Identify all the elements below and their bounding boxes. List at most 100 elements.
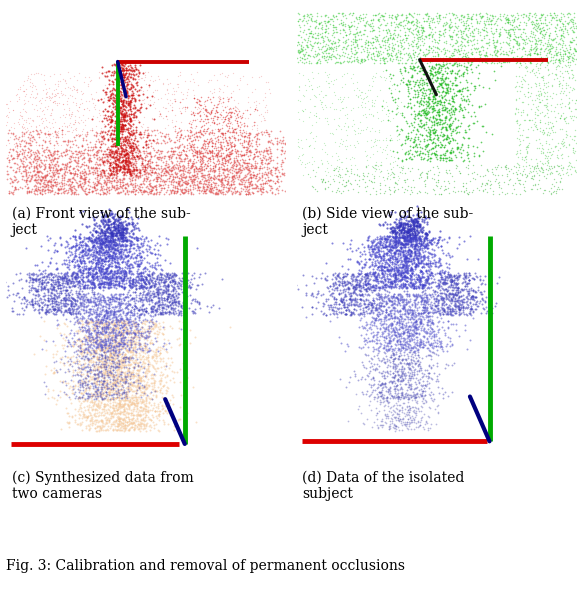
Point: [433, 291, 442, 300]
Point: [169, 292, 178, 301]
Point: [512, 104, 521, 114]
Point: [161, 268, 170, 278]
Point: [125, 363, 134, 372]
Point: [474, 151, 484, 160]
Point: [149, 289, 158, 298]
Point: [79, 175, 88, 184]
Point: [68, 388, 77, 397]
Point: [372, 255, 382, 265]
Point: [109, 354, 119, 363]
Point: [555, 170, 564, 180]
Point: [69, 305, 78, 315]
Point: [544, 49, 553, 58]
Point: [191, 184, 200, 193]
Point: [189, 170, 198, 180]
Point: [258, 160, 267, 169]
Point: [450, 68, 460, 78]
Point: [423, 152, 432, 161]
Point: [184, 118, 193, 128]
Point: [118, 335, 127, 345]
Point: [3, 117, 12, 127]
Point: [339, 299, 349, 308]
Point: [385, 242, 395, 252]
Point: [496, 14, 505, 24]
Point: [265, 175, 275, 185]
Point: [125, 268, 134, 277]
Point: [42, 170, 51, 180]
Point: [106, 236, 115, 245]
Point: [359, 170, 368, 180]
Point: [122, 407, 132, 417]
Point: [119, 115, 128, 125]
Point: [393, 256, 403, 266]
Point: [109, 357, 119, 366]
Point: [328, 275, 337, 284]
Point: [432, 42, 441, 52]
Point: [118, 220, 127, 230]
Point: [427, 324, 436, 334]
Point: [126, 392, 136, 401]
Point: [363, 276, 372, 285]
Point: [118, 403, 127, 412]
Point: [347, 269, 357, 279]
Point: [535, 115, 544, 125]
Point: [411, 294, 421, 303]
Point: [388, 269, 398, 278]
Point: [91, 336, 101, 345]
Point: [106, 231, 115, 240]
Point: [298, 150, 307, 159]
Point: [123, 292, 132, 302]
Point: [417, 403, 426, 412]
Point: [402, 252, 411, 262]
Point: [79, 348, 88, 358]
Point: [391, 324, 400, 334]
Point: [411, 383, 421, 392]
Point: [347, 57, 356, 66]
Point: [158, 277, 168, 287]
Point: [254, 169, 264, 178]
Point: [411, 77, 420, 86]
Point: [359, 292, 368, 301]
Point: [265, 153, 275, 163]
Point: [516, 58, 525, 67]
Point: [126, 310, 135, 319]
Point: [535, 97, 544, 107]
Point: [347, 20, 357, 30]
Point: [395, 311, 404, 321]
Point: [381, 257, 390, 266]
Point: [84, 361, 94, 370]
Point: [54, 171, 63, 181]
Point: [373, 327, 382, 337]
Point: [214, 145, 223, 155]
Point: [96, 257, 105, 266]
Point: [109, 228, 119, 237]
Point: [70, 169, 80, 178]
Point: [409, 348, 418, 357]
Point: [387, 320, 396, 330]
Point: [414, 365, 423, 375]
Point: [159, 361, 168, 371]
Point: [151, 291, 160, 301]
Point: [106, 277, 115, 287]
Point: [435, 30, 445, 40]
Point: [427, 107, 436, 117]
Point: [127, 400, 136, 409]
Point: [100, 156, 109, 165]
Point: [403, 256, 413, 266]
Point: [441, 300, 450, 309]
Point: [396, 359, 406, 368]
Point: [353, 43, 362, 52]
Point: [423, 272, 432, 282]
Point: [153, 145, 162, 155]
Point: [97, 391, 106, 401]
Point: [168, 366, 177, 376]
Point: [517, 154, 527, 163]
Point: [460, 51, 469, 60]
Point: [386, 31, 395, 40]
Point: [103, 240, 112, 249]
Point: [117, 122, 126, 131]
Point: [376, 397, 385, 407]
Point: [187, 163, 197, 172]
Point: [363, 301, 372, 310]
Point: [360, 311, 369, 321]
